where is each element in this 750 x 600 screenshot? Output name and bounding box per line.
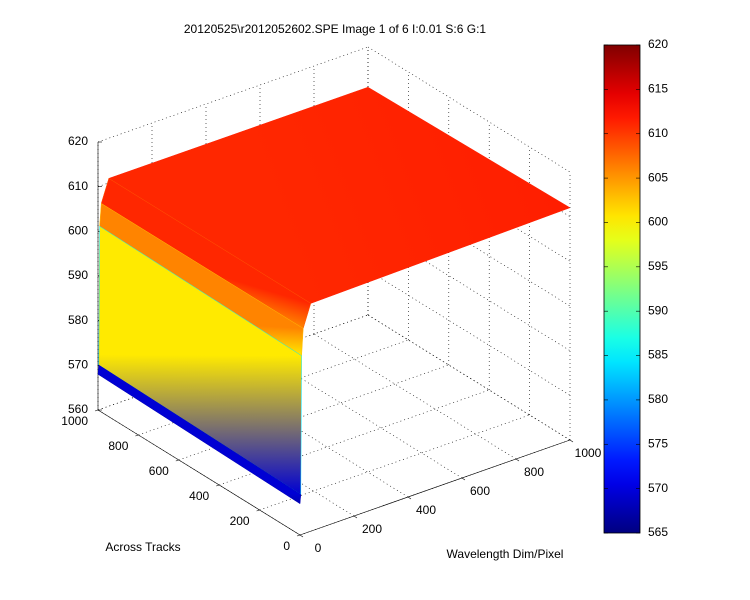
colorbar-tick-label: 575 <box>648 436 668 450</box>
x-tick-label: 0 <box>315 541 322 555</box>
grid-line <box>367 314 571 441</box>
axis-line <box>299 439 571 536</box>
colorbar-tick-label: 585 <box>648 348 668 362</box>
colorbar-tick-label: 620 <box>648 37 668 51</box>
axis-line <box>97 409 301 536</box>
x-tick-label: 600 <box>470 484 490 498</box>
x-tick <box>569 439 574 443</box>
z-tick-label: 590 <box>68 268 88 282</box>
y-tick-label: 1000 <box>61 414 88 428</box>
x-tick <box>299 534 304 538</box>
y-tick-label: 600 <box>149 464 169 478</box>
z-tick-label: 580 <box>68 313 88 327</box>
colorbar-tick-label: 565 <box>648 525 668 539</box>
y-tick <box>175 459 179 462</box>
colorbar-tick-label: 615 <box>648 82 668 96</box>
x-tick <box>461 477 466 481</box>
chart-title: 20120525\r2012052602.SPE Image 1 of 6 I:… <box>184 22 487 36</box>
y-tick <box>256 509 260 512</box>
x-tick-label: 1000 <box>575 446 602 460</box>
colorbar-tick-label: 595 <box>648 259 668 273</box>
x-tick <box>353 515 358 519</box>
colorbar-tick-label: 600 <box>648 215 668 229</box>
y-tick-label: 800 <box>108 439 128 453</box>
x-tick-label: 200 <box>362 522 382 536</box>
x-axis-label: Wavelength Dim/Pixel <box>447 547 564 561</box>
x-tick-label: 400 <box>416 503 436 517</box>
x-tick-label: 800 <box>524 465 544 479</box>
z-tick-label: 560 <box>68 402 88 416</box>
colorbar-tick-label: 610 <box>648 126 668 140</box>
y-axis-label: Across Tracks <box>105 540 180 554</box>
colorbar-tick-label: 570 <box>648 481 668 495</box>
y-tick <box>94 409 99 412</box>
colorbar <box>603 44 641 534</box>
y-tick-label: 400 <box>189 489 209 503</box>
surface-patch <box>97 364 302 505</box>
grid-line <box>367 270 571 396</box>
z-tick-label: 610 <box>68 179 88 193</box>
x-tick <box>407 496 412 500</box>
y-tick-label: 200 <box>230 514 250 528</box>
x-tick <box>515 458 520 462</box>
z-tick-label: 620 <box>68 134 88 148</box>
z-tick-label: 600 <box>68 224 88 238</box>
y-tick <box>296 534 301 537</box>
y-tick <box>135 434 139 437</box>
grid-line <box>367 314 571 441</box>
grid-line <box>313 333 517 460</box>
y-tick <box>216 484 220 487</box>
y-tick-label: 0 <box>283 539 290 553</box>
colorbar-tick-label: 590 <box>648 303 668 317</box>
colorbar-tick-label: 580 <box>648 392 668 406</box>
z-tick-label: 570 <box>68 358 88 372</box>
colorbar-tick-label: 605 <box>648 170 668 184</box>
